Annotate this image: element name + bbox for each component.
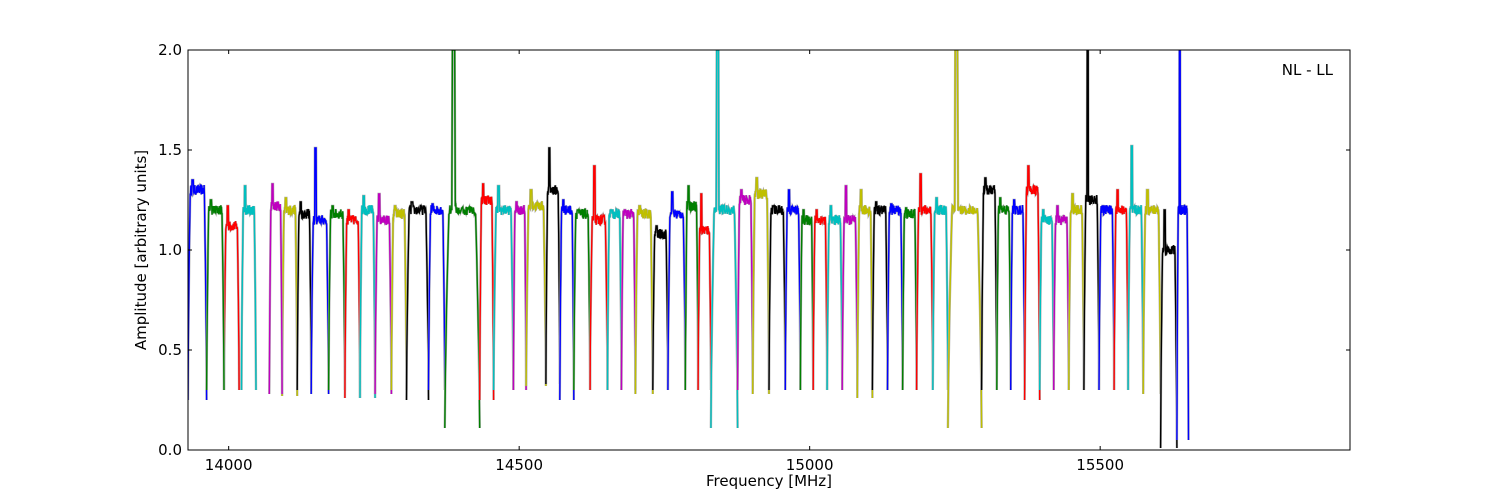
series-line-8: [327, 205, 346, 391]
series-line-6: [296, 201, 312, 391]
series-line-39: [841, 185, 858, 391]
series-line-33: [752, 177, 770, 395]
series-line-38: [826, 205, 843, 391]
series-line-53: [1068, 193, 1085, 391]
series-line-36: [799, 209, 814, 391]
annotation-label: NL - LL: [1282, 61, 1334, 79]
series-line-10: [359, 195, 376, 399]
x-tick-label: 14500: [495, 456, 543, 474]
series-line-28: [667, 191, 686, 391]
series-line-60: [1176, 50, 1190, 441]
series-line-58: [1142, 189, 1162, 395]
series-line-19: [525, 189, 547, 387]
y-tick-label: 0.0: [158, 441, 182, 459]
series-line-49: [1010, 199, 1026, 391]
series-line-4: [205, 199, 225, 391]
series-line-40: [856, 189, 874, 399]
series-line-11: [374, 193, 393, 395]
series-line-59: [1159, 209, 1178, 449]
series-line-52: [1053, 205, 1070, 391]
series-line-47: [980, 177, 998, 391]
series-line-37: [812, 209, 828, 391]
series-line-46: [947, 50, 983, 429]
series-line-35: [784, 189, 802, 391]
tick-layer: 14000 14500 15000 15500 0.0 0.5 1.0 1.5 2.0: [158, 41, 1350, 474]
series-line-48: [996, 197, 1012, 391]
series-line-25: [620, 208, 637, 391]
series-line-50: [1023, 165, 1041, 401]
series-line-2: [240, 185, 257, 391]
series-line-44: [915, 173, 934, 391]
y-axis-label: Amplitude [arbitrary units]: [132, 150, 150, 350]
series-line-13: [405, 201, 430, 401]
series-line-0: [188, 179, 208, 401]
series-line-3: [281, 197, 298, 397]
series-line-17: [492, 185, 515, 391]
y-tick-label: 1.0: [158, 241, 182, 259]
series-line-1: [223, 205, 240, 391]
series-line-29: [684, 185, 699, 391]
series-line-43: [901, 207, 918, 391]
y-tick-label: 0.5: [158, 341, 182, 359]
series-line-41: [871, 201, 889, 391]
series-line-57: [1127, 145, 1144, 391]
series-layer: [188, 50, 1190, 449]
series-line-15: [444, 50, 481, 429]
x-axis-label: Frequency [MHz]: [706, 472, 832, 490]
series-line-9: [344, 209, 361, 399]
series-line-56: [1113, 189, 1129, 391]
x-tick-label: 15000: [786, 456, 834, 474]
series-line-24: [606, 207, 623, 391]
series-line-23: [589, 165, 609, 391]
series-line-18: [512, 201, 527, 391]
y-tick-label: 1.5: [158, 141, 182, 159]
series-line-7: [310, 147, 330, 395]
series-line-12: [390, 205, 408, 391]
series-line-14: [427, 203, 446, 391]
x-tick-label: 15500: [1076, 456, 1124, 474]
series-line-30: [697, 193, 712, 391]
series-line-45: [932, 197, 949, 391]
series-line-55: [1098, 205, 1115, 391]
series-line-26: [634, 205, 654, 395]
series-line-34: [768, 204, 786, 391]
series-line-27: [652, 225, 669, 391]
series-line-5: [268, 183, 283, 395]
series-line-20: [545, 147, 561, 385]
x-tick-label: 14000: [205, 456, 253, 474]
series-line-16: [479, 183, 495, 401]
series-line-21: [559, 199, 575, 401]
y-tick-label: 2.0: [158, 41, 182, 59]
series-line-42: [886, 203, 904, 391]
series-line-54: [1083, 50, 1100, 391]
series-line-31: [710, 50, 739, 429]
series-line-51: [1039, 209, 1055, 391]
series-line-32: [736, 189, 754, 391]
series-line-22: [573, 207, 591, 391]
